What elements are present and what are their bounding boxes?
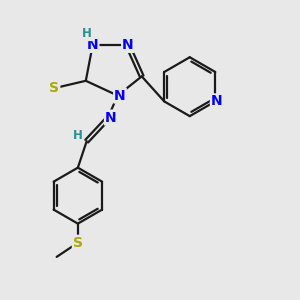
Text: N: N: [105, 111, 117, 124]
Text: N: N: [211, 94, 223, 108]
Text: S: S: [73, 236, 83, 250]
Text: H: H: [73, 129, 83, 142]
Text: N: N: [87, 38, 98, 52]
Text: N: N: [122, 38, 134, 52]
Text: H: H: [82, 27, 92, 40]
Text: S: S: [49, 81, 59, 95]
Text: N: N: [114, 88, 126, 103]
